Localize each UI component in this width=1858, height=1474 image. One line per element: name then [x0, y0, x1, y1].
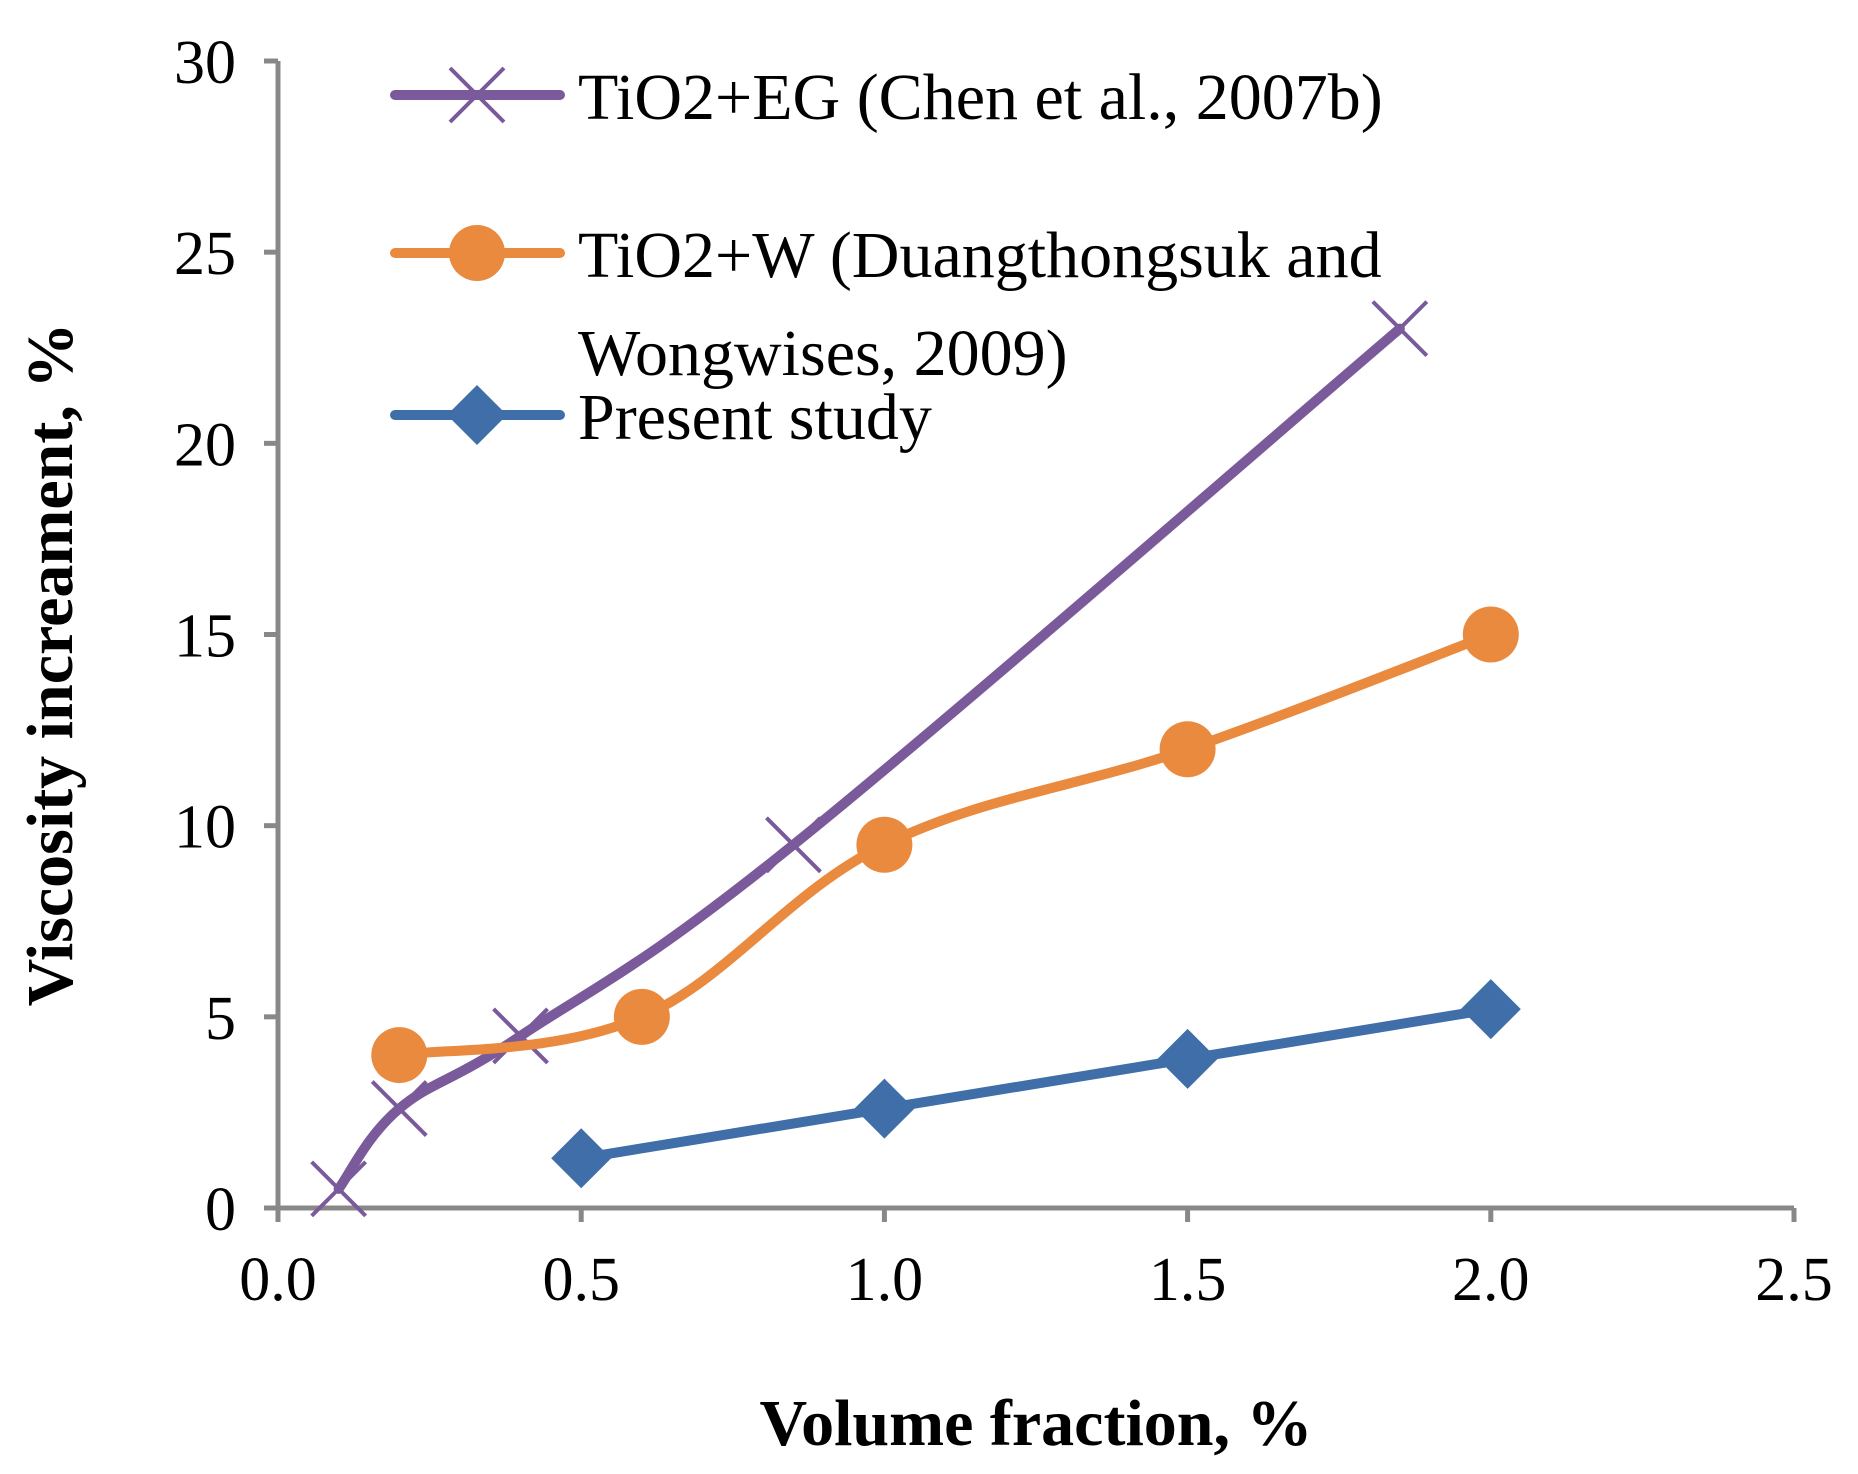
x-tick-label: 0.0 [239, 1246, 317, 1314]
data-point-x [1371, 300, 1429, 358]
data-point-circle [1462, 606, 1519, 663]
y-tick-label: 15 [174, 603, 236, 671]
legend-entry: TiO2+W (Duangthongsuk and Wongwises, 2009… [390, 219, 1382, 390]
data-point-circle [613, 988, 670, 1045]
data-point-diamond [1157, 1028, 1218, 1089]
x-axis-title: Volume fraction, % [759, 1387, 1312, 1460]
axes: 0 5 10 15 20 25 30 0.0 0.5 1.0 1.5 2.0 2.5 [174, 29, 1833, 1314]
y-tick-label: 5 [205, 985, 236, 1053]
data-point-x [765, 816, 822, 874]
data-point-circle [1159, 721, 1216, 778]
data-point-x [370, 1080, 428, 1138]
data-point-x [492, 1007, 549, 1065]
x-tick-label: 1.0 [846, 1246, 924, 1314]
x-tick-label: 1.5 [1149, 1246, 1227, 1314]
data-point-circle [371, 1027, 428, 1084]
y-tick-label: 25 [174, 220, 236, 288]
y-tick-label: 20 [174, 411, 236, 479]
y-axis-title: Viscosity increament, % [14, 323, 87, 1007]
y-tick-label: 10 [174, 794, 236, 862]
y-tick-label: 30 [174, 29, 236, 97]
legend-label: TiO2+W (Duangthongsuk and [578, 219, 1382, 292]
series-diamond [551, 979, 1521, 1189]
data-point-diamond [854, 1078, 915, 1139]
x-tick-label: 0.5 [542, 1246, 620, 1314]
legend-entry: TiO2+EG (Chen et al., 2007b) [390, 61, 1383, 134]
series-line [394, 629, 1496, 1061]
legend-entry: Present study [390, 381, 932, 454]
series-circle [371, 606, 1519, 1084]
data-point-circle [449, 225, 505, 281]
plot-area [310, 300, 1521, 1218]
legend: TiO2+EG (Chen et al., 2007b) TiO2+W (Duan… [390, 61, 1383, 454]
legend-label: TiO2+EG (Chen et al., 2007b) [578, 61, 1383, 134]
data-point-diamond [447, 385, 507, 445]
series-line [576, 1004, 1496, 1164]
y-tick-label: 0 [205, 1176, 236, 1244]
data-point-x [448, 66, 506, 124]
data-point-diamond [551, 1128, 612, 1189]
legend-label: Present study [578, 381, 932, 454]
data-point-diamond [1460, 979, 1521, 1040]
x-tick-label: 2.5 [1755, 1246, 1833, 1314]
legend-label: Wongwises, 2009) [578, 317, 1068, 390]
data-point-circle [856, 816, 913, 873]
x-tick-label: 2.0 [1452, 1246, 1530, 1314]
data-point-x [310, 1160, 368, 1218]
series-x [310, 300, 1429, 1218]
